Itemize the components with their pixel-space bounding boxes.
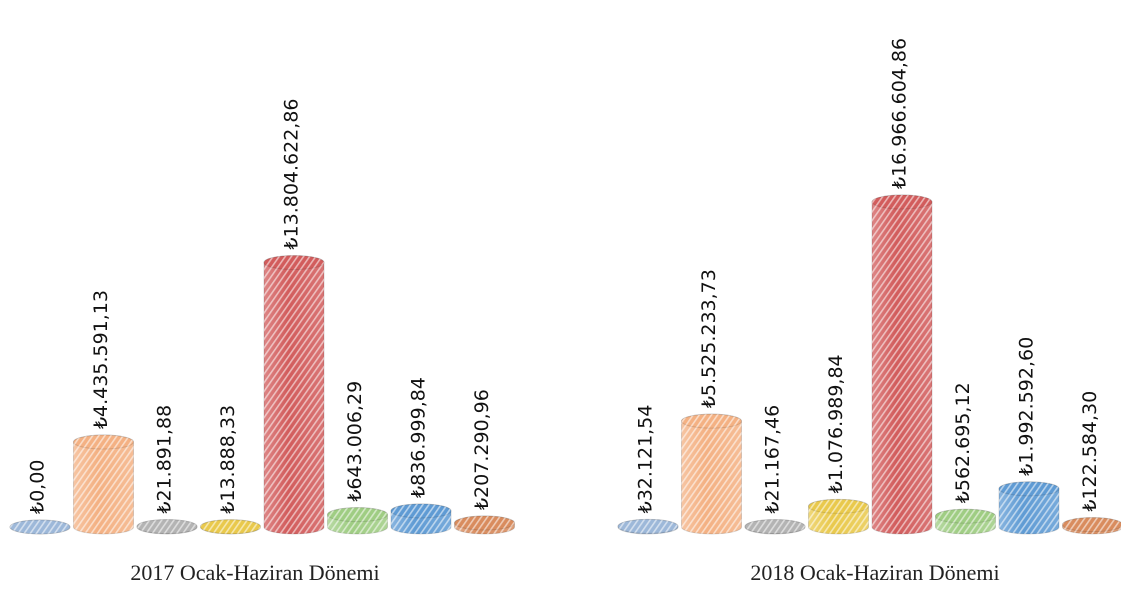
value-label: ₺13.804.622,86	[281, 98, 303, 249]
bar-texture	[73, 435, 134, 535]
bar-top-texture	[999, 481, 1059, 496]
value-label: ₺1.992.592,60	[1016, 337, 1038, 476]
bar-texture	[264, 255, 324, 534]
value-label: ₺562.695,12	[952, 382, 974, 503]
value-label: ₺21.891,88	[154, 405, 176, 514]
value-label: ₺207.290,96	[471, 389, 493, 510]
bar-top-texture	[808, 499, 869, 514]
group-label: 2018 Ocak-Haziran Dönemi	[750, 560, 999, 585]
bar-top-texture	[872, 195, 932, 209]
value-label: ₺13.888,33	[217, 405, 239, 514]
value-label: ₺836.999,84	[408, 377, 430, 498]
bar-top-texture	[391, 503, 451, 518]
bar-top-texture	[73, 435, 134, 450]
bar-top-texture	[137, 519, 197, 534]
value-label: ₺1.076.989,84	[825, 354, 847, 493]
bar-top-texture	[327, 507, 388, 522]
bar-top-texture	[1062, 517, 1121, 532]
value-label: ₺32.121,54	[635, 405, 657, 514]
value-label: ₺122.584,30	[1079, 391, 1101, 512]
bar-top-texture	[935, 509, 996, 524]
value-label: ₺643.006,29	[344, 381, 366, 502]
bar-top-texture	[618, 519, 678, 534]
bar-texture	[681, 414, 742, 535]
bar-top-texture	[10, 520, 70, 534]
bar-texture	[872, 195, 932, 534]
group-label: 2017 Ocak-Haziran Dönemi	[130, 560, 379, 585]
bar-top-texture	[200, 519, 261, 534]
value-label: ₺16.966.604,86	[889, 38, 911, 189]
bar-top-texture	[745, 519, 805, 534]
bar-top-texture	[264, 255, 324, 270]
value-label: ₺21.167,46	[762, 405, 784, 514]
value-label: ₺0,00	[27, 460, 49, 514]
value-label: ₺4.435.591,13	[90, 290, 112, 429]
bar-top-texture	[454, 516, 515, 531]
value-label: ₺5.525.233,73	[698, 269, 720, 408]
bar-top-texture	[681, 414, 742, 429]
